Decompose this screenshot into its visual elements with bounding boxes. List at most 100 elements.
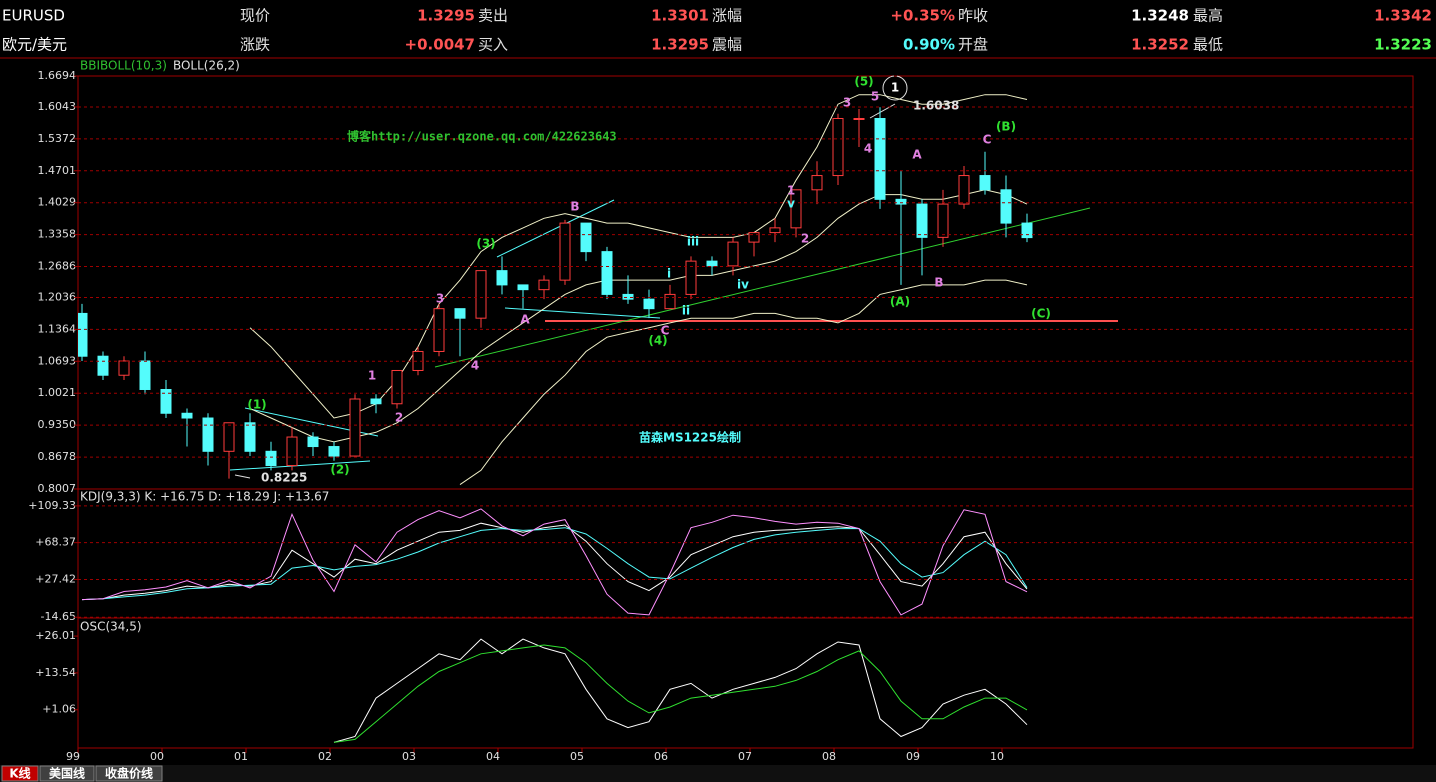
annotation: i xyxy=(667,267,671,281)
tab xyxy=(39,765,95,782)
annotation: C xyxy=(983,133,992,147)
annotation: 博客http://user.qzone.qq.com/422623643 xyxy=(347,129,617,144)
candle-body xyxy=(370,398,382,405)
indicator-line xyxy=(459,279,1028,486)
candle-body xyxy=(496,270,508,286)
field-label: 最低 xyxy=(1193,36,1223,54)
field-label: 涨跌 xyxy=(240,36,270,54)
y-tick-label: +26.01 xyxy=(35,629,76,642)
annotation: 5 xyxy=(871,90,879,104)
candle-body xyxy=(118,360,130,376)
tab xyxy=(95,765,163,782)
indicator-line xyxy=(81,522,1028,601)
annotation: (C) xyxy=(1031,307,1051,321)
trend-line xyxy=(434,207,1091,368)
x-tick-label: 00 xyxy=(150,750,164,763)
field-value: 0.90% xyxy=(903,36,955,54)
annotation: 3 xyxy=(843,96,851,110)
x-tick-label: 03 xyxy=(402,750,416,763)
y-tick-label: 1.2036 xyxy=(38,290,77,303)
candle-body xyxy=(916,203,928,238)
tab-label[interactable]: 美国线 xyxy=(49,766,85,781)
annotation: 苗森MS1225绘制 xyxy=(639,430,741,445)
indicator-label: BOLL(26,2) xyxy=(173,59,240,73)
candle-body xyxy=(706,260,718,267)
annotation: (4) xyxy=(648,334,667,348)
annotation: 3 xyxy=(436,292,444,306)
candle-body xyxy=(454,308,466,319)
candle-body xyxy=(790,189,802,229)
candle-body xyxy=(78,312,88,357)
annotation: B xyxy=(570,200,579,214)
pane-plot xyxy=(81,508,1028,616)
annotation: (A) xyxy=(890,295,910,309)
x-tick-label: 07 xyxy=(738,750,752,763)
candle-body xyxy=(391,369,403,405)
annotation: 1 xyxy=(368,369,376,383)
tab xyxy=(1,765,39,782)
candle-body xyxy=(979,175,991,191)
candle-body xyxy=(223,422,235,452)
y-tick-label: 1.0021 xyxy=(38,386,77,399)
y-tick-label: +13.54 xyxy=(35,666,76,679)
y-tick-label: +1.06 xyxy=(42,703,76,716)
channel-line xyxy=(504,307,661,319)
y-tick-label: 1.6043 xyxy=(38,100,77,113)
annotation: 4 xyxy=(864,142,872,156)
candle-body xyxy=(622,293,634,300)
x-tick-label: 01 xyxy=(234,750,248,763)
annotation: (1) xyxy=(247,398,266,412)
candle-body xyxy=(160,388,172,414)
candle-body xyxy=(181,412,193,419)
y-tick-label: 1.5372 xyxy=(38,132,77,145)
indicator-line xyxy=(249,189,1028,443)
pane-plot xyxy=(78,94,1033,486)
field-value: 1.3295 xyxy=(417,7,475,25)
candle-body xyxy=(643,298,655,310)
y-tick-label: 0.8678 xyxy=(38,450,77,463)
annotation: 2 xyxy=(801,232,809,246)
x-tick-label: 99 xyxy=(66,750,80,763)
candle-body xyxy=(265,450,277,467)
annotation: A xyxy=(520,313,530,327)
annotation: A xyxy=(912,148,922,162)
annotation: (3) xyxy=(476,237,495,251)
candle-body xyxy=(538,279,550,291)
tab-label[interactable]: K线 xyxy=(9,766,30,781)
symbol: EURUSD xyxy=(2,7,65,25)
x-tick-label: 04 xyxy=(486,750,500,763)
x-tick-label: 10 xyxy=(990,750,1004,763)
x-tick-label: 06 xyxy=(654,750,668,763)
field-label: 震幅 xyxy=(712,36,742,54)
annotation: (2) xyxy=(330,463,349,477)
annotation: (5) xyxy=(854,75,873,89)
indicator-label: BBIBOLL(10,3) xyxy=(80,59,167,73)
tab-label[interactable]: 收盘价线 xyxy=(105,766,153,781)
candle-body xyxy=(664,293,676,310)
field-label: 涨幅 xyxy=(712,7,742,25)
annotation: 0.8225 xyxy=(261,471,307,485)
symbol-name: 欧元/美元 xyxy=(2,36,67,54)
candle-body xyxy=(769,227,781,234)
y-tick-label: 1.0693 xyxy=(38,354,77,367)
annotation: 1 xyxy=(891,81,899,95)
y-tick-label: +109.33 xyxy=(28,499,76,512)
annotation: ii xyxy=(682,304,690,318)
annotation: iv xyxy=(737,278,749,292)
field-value: 1.3342 xyxy=(1374,7,1432,25)
candle-body xyxy=(811,175,823,191)
candle-body xyxy=(517,284,529,291)
candle-body xyxy=(895,198,907,205)
annotation: v xyxy=(787,197,795,211)
field-label: 昨收 xyxy=(958,7,988,25)
tab-bar xyxy=(0,765,1436,782)
pane-plot xyxy=(333,638,1028,743)
annotation: (B) xyxy=(996,120,1016,134)
annotation: B xyxy=(934,276,943,290)
y-tick-label: 0.8007 xyxy=(38,482,77,495)
candle-body xyxy=(307,436,319,448)
channel-line xyxy=(496,199,615,258)
candle-body xyxy=(139,360,151,390)
candle-body xyxy=(580,222,592,253)
